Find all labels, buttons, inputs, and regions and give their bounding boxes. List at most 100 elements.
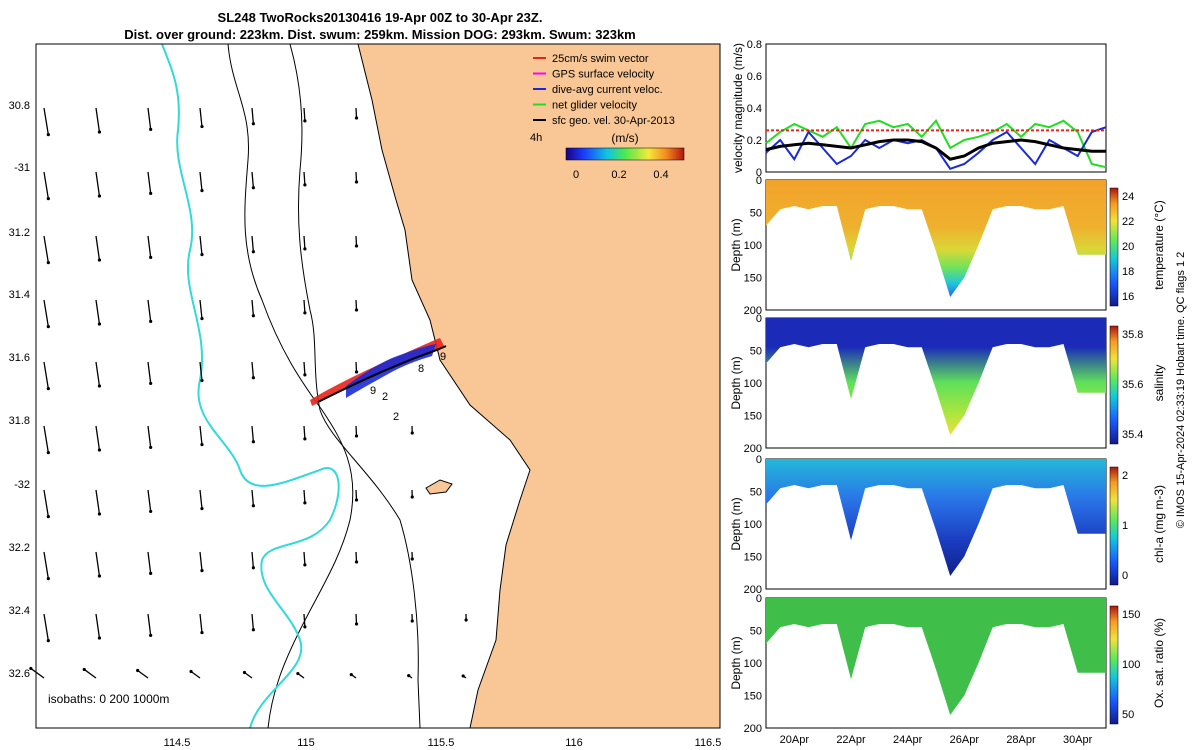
- current-vector-arrow: [43, 171, 49, 199]
- current-vector-head: [149, 191, 153, 195]
- chla-colorbar: [1109, 466, 1119, 586]
- isobath-1000: [161, 43, 340, 729]
- time-tick: 22Apr: [836, 734, 866, 746]
- current-vector-head: [200, 124, 204, 129]
- current-vector-arrow: [43, 107, 49, 135]
- track-label-4: 2: [382, 391, 388, 403]
- temperature-panel: 0 50 100 150 200 Depth (m) 16 18 20 22 24 temperatu…: [729, 175, 1166, 317]
- net-track-line: [317, 345, 447, 403]
- salinity-ytick: 100: [744, 378, 762, 390]
- lat-tick: 32.2: [9, 542, 30, 554]
- current-vector-arrow: [137, 669, 149, 679]
- current-vector-head: [149, 319, 153, 323]
- current-vector-head: [354, 560, 359, 564]
- velocity-ylabel: velocity magnitude (m/s): [731, 43, 745, 173]
- land-mass: [357, 43, 721, 729]
- hours-label: 4h: [530, 132, 542, 144]
- current-vector-field: [29, 107, 468, 679]
- current-vector-head: [303, 501, 307, 505]
- current-vector-arrow: [251, 235, 255, 252]
- current-vector-head: [242, 670, 247, 675]
- time-tick: 30Apr: [1063, 734, 1093, 746]
- temperature-ytick: 150: [744, 273, 762, 285]
- oxygen-ytick: 50: [750, 626, 762, 638]
- current-vector-head: [251, 314, 255, 318]
- lat-tick: 31.6: [9, 352, 30, 364]
- current-vector-arrow: [43, 361, 49, 389]
- current-vector-head: [82, 667, 86, 672]
- current-vector-arrow: [95, 551, 101, 577]
- current-vector-arrow: [303, 551, 306, 565]
- oxygen-ytick: 0: [756, 593, 762, 605]
- current-vector-head: [200, 316, 204, 321]
- chla-ytick: 200: [744, 584, 762, 596]
- chla-ytick: 100: [744, 519, 762, 531]
- current-vector-arrow: [147, 171, 152, 194]
- current-vector-arrow: [199, 107, 203, 127]
- current-vector-head: [46, 197, 50, 201]
- current-vector-arrow: [251, 299, 255, 316]
- current-vector-head: [97, 574, 102, 578]
- salinity-panel: 0 50 100 150 200 Depth (m) 35.4 35.6 35.8 salinit…: [729, 313, 1166, 455]
- lon-tick: 115: [297, 737, 315, 749]
- velocity-series-sfc-geo-vel-: [765, 138, 1106, 161]
- temperature-ytick: 100: [744, 240, 762, 252]
- current-vector-head: [200, 442, 204, 447]
- current-vector-head: [149, 445, 153, 449]
- chart-subtitle: Dist. over ground: 223km. Dist. swum: 25…: [124, 27, 636, 42]
- current-vector-arrow: [95, 107, 101, 133]
- current-vector-head: [303, 437, 307, 441]
- current-vector-head: [464, 618, 468, 622]
- oxygen-panel: 0 50 100 150 200 Depth (m) 50 100 150 Ox. sat. ra…: [729, 593, 1166, 735]
- temperature-section-fill: [766, 180, 1106, 297]
- current-vector-arrow: [303, 235, 306, 249]
- chla-ytick: 150: [744, 552, 762, 564]
- current-vector-head: [296, 671, 300, 676]
- oxygen-colorbar-label: Ox. sat. ratio (%): [1152, 618, 1166, 708]
- current-vector-head: [97, 130, 102, 134]
- current-vector-head: [46, 387, 50, 391]
- current-vector-arrow: [43, 425, 49, 453]
- island: [425, 479, 453, 495]
- speed-tick: 0.2: [611, 169, 626, 181]
- salinity-colorbar-tick: 35.8: [1122, 329, 1143, 341]
- oxygen-colorbar: [1109, 605, 1119, 725]
- current-vector-head: [251, 504, 255, 508]
- current-vector-head: [410, 619, 414, 623]
- temperature-colorbar-tick: 24: [1122, 191, 1134, 203]
- salinity-ytick: 150: [744, 411, 762, 423]
- current-vector-head: [251, 122, 255, 126]
- current-vector-head: [303, 119, 307, 123]
- current-vector-arrow: [303, 299, 306, 313]
- current-vector-arrow: [355, 551, 358, 562]
- current-vector-head: [97, 384, 102, 388]
- current-vector-arrow: [251, 613, 255, 630]
- legend-item: 25cm/s swim vector: [552, 53, 649, 65]
- chla-colorbar-tick: 1: [1122, 520, 1128, 532]
- current-vector-arrow: [199, 613, 203, 633]
- current-vector-arrow: [199, 299, 203, 319]
- chla-colorbar-tick: 2: [1122, 470, 1128, 482]
- temperature-ytick: 0: [756, 175, 762, 187]
- velocity-ytick: 0.4: [747, 103, 762, 115]
- oxygen-ylabel: Depth (m): [729, 636, 743, 689]
- current-vector-head: [200, 506, 204, 511]
- oxygen-ytick: 150: [744, 691, 762, 703]
- time-tick: 20Apr: [780, 734, 810, 746]
- current-vector-head: [29, 666, 33, 671]
- current-vector-arrow: [355, 489, 358, 500]
- track-label-1: 9: [440, 351, 446, 363]
- current-vector-head: [354, 244, 359, 248]
- map-legend: 25cm/s swim vector GPS surface velocity di…: [530, 53, 685, 181]
- current-vector-arrow: [147, 613, 152, 636]
- time-tick: 26Apr: [950, 734, 980, 746]
- current-vector-head: [46, 133, 50, 137]
- current-vector-arrow: [43, 235, 49, 263]
- current-vector-head: [251, 250, 255, 254]
- current-vector-arrow: [355, 425, 358, 436]
- chla-section-fill: [766, 459, 1106, 576]
- salinity-colorbar-tick: 35.4: [1122, 429, 1143, 441]
- temperature-colorbar-tick: 22: [1122, 216, 1134, 228]
- isobath-0: [289, 43, 421, 729]
- current-vector-head: [200, 378, 204, 383]
